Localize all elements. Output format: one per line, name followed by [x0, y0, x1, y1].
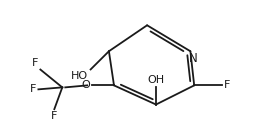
Text: F: F [51, 111, 58, 121]
Text: F: F [32, 58, 38, 68]
Text: F: F [224, 80, 230, 90]
Text: F: F [30, 84, 36, 94]
Text: N: N [189, 52, 198, 65]
Text: O: O [81, 80, 90, 90]
Text: HO: HO [70, 71, 88, 81]
Text: OH: OH [147, 75, 165, 85]
